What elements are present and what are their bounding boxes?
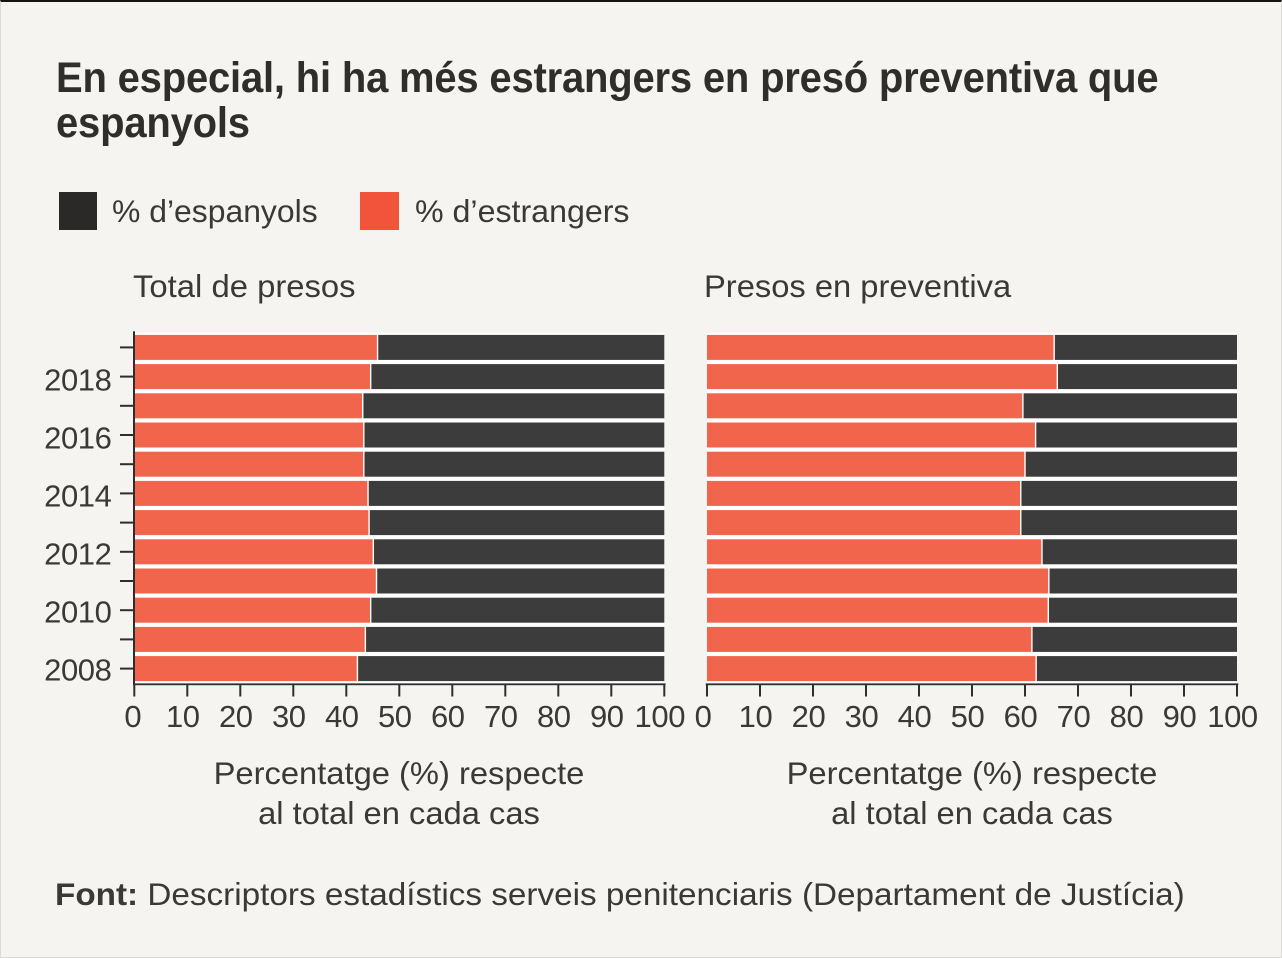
svg-text:10: 10 — [166, 699, 200, 734]
svg-text:2010: 2010 — [44, 595, 112, 630]
svg-text:100: 100 — [635, 699, 686, 734]
svg-text:60: 60 — [1004, 699, 1038, 734]
svg-text:2014: 2014 — [44, 479, 112, 514]
svg-text:0: 0 — [124, 699, 141, 734]
svg-text:70: 70 — [484, 699, 518, 734]
svg-text:2016: 2016 — [44, 421, 111, 456]
svg-text:80: 80 — [537, 699, 571, 734]
svg-text:50: 50 — [378, 699, 412, 734]
svg-text:40: 40 — [325, 699, 359, 734]
svg-text:2012: 2012 — [44, 537, 111, 572]
svg-text:20: 20 — [792, 699, 826, 734]
svg-text:100: 100 — [1207, 699, 1258, 734]
svg-text:2008: 2008 — [44, 653, 111, 688]
svg-text:20: 20 — [219, 699, 253, 734]
svg-text:40: 40 — [898, 699, 932, 734]
svg-text:10: 10 — [739, 699, 773, 734]
svg-text:80: 80 — [1110, 699, 1144, 734]
svg-text:90: 90 — [1163, 699, 1197, 734]
svg-text:0: 0 — [695, 699, 712, 734]
svg-text:60: 60 — [431, 699, 465, 734]
svg-text:50: 50 — [951, 699, 985, 734]
svg-text:2018: 2018 — [44, 363, 111, 398]
svg-text:30: 30 — [272, 699, 306, 734]
svg-text:90: 90 — [590, 699, 624, 734]
svg-text:70: 70 — [1057, 699, 1091, 734]
svg-text:30: 30 — [845, 699, 879, 734]
